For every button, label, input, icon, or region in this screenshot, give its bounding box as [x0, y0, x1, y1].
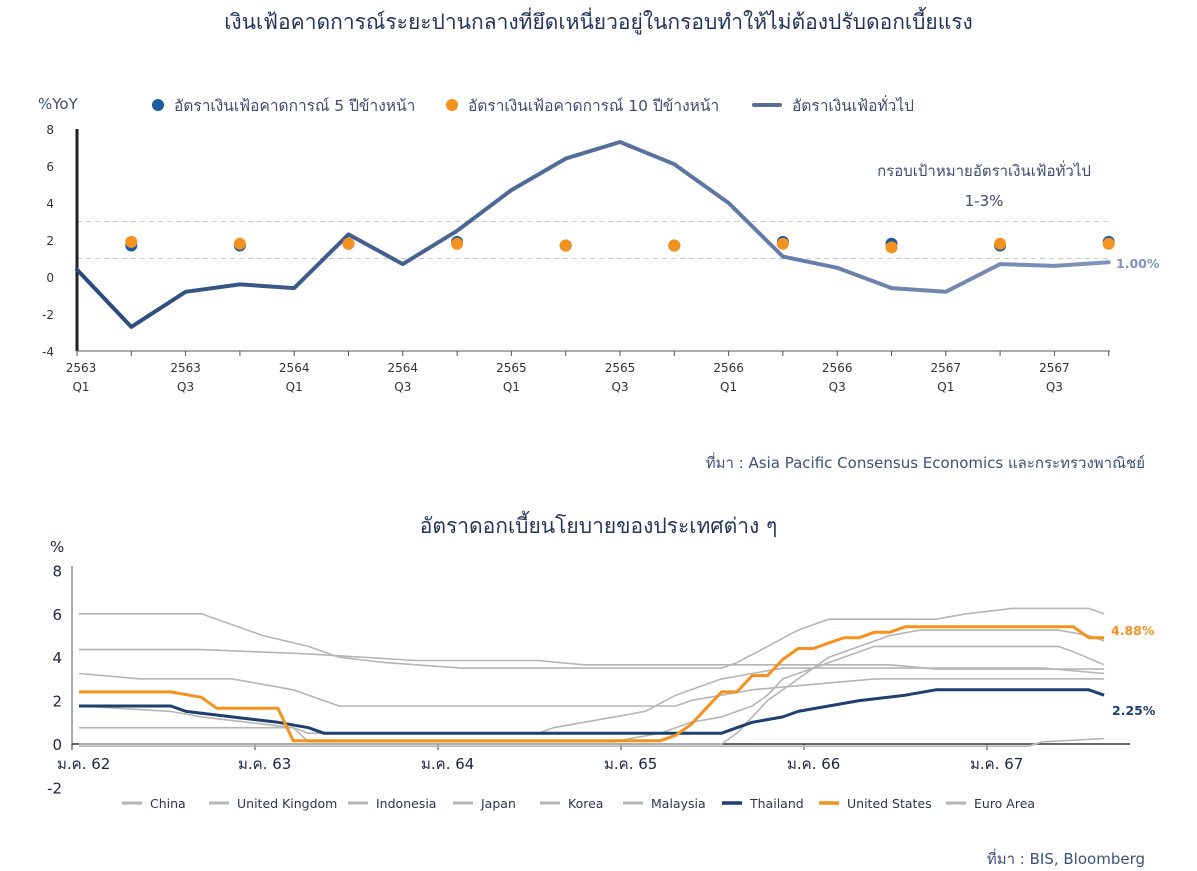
chart1-inflation: %YoY อัตราเงินเฟ้อคาดการณ์ 5 ปีข้างหน้า …: [38, 95, 1160, 394]
chart1-x-tick-quarter: Q1: [720, 380, 737, 394]
chart2-y-tick-label: 0: [52, 736, 62, 754]
legend-label-china: China: [150, 796, 186, 811]
chart1-x-tick-quarter: Q1: [286, 380, 303, 394]
ten-year-expectation-point: [885, 241, 898, 254]
chart1-x-tick-quarter: Q3: [1046, 380, 1063, 394]
chart2-y-tick-label: 4: [52, 649, 62, 667]
legend-label-united-kingdom: United Kingdom: [237, 796, 337, 811]
chart1-y-tick-label: -2: [42, 308, 54, 322]
chart1-x-tick-quarter: Q3: [177, 380, 194, 394]
ten-year-expectation-point: [1102, 237, 1115, 250]
chart1-legend: อัตราเงินเฟ้อคาดการณ์ 5 ปีข้างหน้า อัตรา…: [152, 95, 914, 115]
ten-year-expectation-point: [233, 237, 246, 250]
series-line-united-states: [79, 625, 1105, 743]
chart1-x-tick-year: 2566: [713, 361, 744, 375]
series-line-indonesia: [79, 607, 1105, 669]
chart2-x-tick-label: ม.ค. 67: [970, 755, 1023, 773]
headline-end-label: 1.00%: [1116, 256, 1160, 271]
series-line-korea: [78, 667, 1105, 734]
chart1-ylabel: %YoY: [38, 95, 79, 113]
chart1-y-tick-label: 2: [46, 234, 54, 248]
chart1-x-tick-year: 2565: [605, 361, 636, 375]
chart2-x-tick-label: ม.ค. 66: [787, 755, 840, 773]
series-line-china: [79, 648, 1105, 670]
chart1-y-tick-label: 4: [46, 197, 54, 211]
ten-year-expectation-point: [451, 237, 464, 250]
chart1-x-tick-year: 2564: [388, 361, 419, 375]
legend-ten-year-marker: [446, 99, 458, 111]
chart2-lines: [78, 607, 1105, 747]
legend-five-year-label: อัตราเงินเฟ้อคาดการณ์ 5 ปีข้างหน้า: [174, 97, 415, 115]
series-line-japan: [79, 737, 1105, 747]
chart1-x-tick-quarter: Q3: [394, 380, 411, 394]
chart2-ylabel: %: [50, 538, 64, 556]
legend-five-year-marker: [152, 99, 164, 111]
chart2-x-tick-label: ม.ค. 64: [421, 755, 474, 773]
chart2-legend: China United Kingdom Indonesia Japan Korea Ma…: [122, 796, 1035, 811]
chart1-x-tick-year: 2564: [279, 361, 310, 375]
chart1-y-ticks: 8 6 4 2 0 -2 -4: [42, 123, 54, 359]
legend-label-japan: Japan: [480, 796, 516, 811]
ten-year-expectation-point: [559, 239, 572, 252]
chart1-points: [125, 235, 1115, 254]
chart1-lines: [75, 140, 1111, 329]
chart1-title: เงินเฟ้อคาดการณ์ระยะปานกลางที่ยึดเหนี่ยว…: [224, 10, 973, 34]
legend-label-euro-area: Euro Area: [974, 796, 1035, 811]
series-line-malaysia: [78, 672, 1105, 707]
chart2-y-tick-label: 2: [52, 693, 62, 711]
chart1-x-tick-year: 2563: [170, 361, 201, 375]
legend-headline-label: อัตราเงินเฟ้อทั่วไป: [792, 95, 914, 115]
chart1-y-tick-label: 0: [46, 271, 54, 285]
chart1-x-tick-quarter: Q1: [503, 380, 520, 394]
chart2-y-tick-label: 8: [52, 562, 62, 580]
headline-inflation-line: [75, 140, 1111, 329]
legend-label-korea: Korea: [568, 796, 603, 811]
chart1-x-tick-quarter: Q1: [72, 380, 89, 394]
chart1-x-ticks: 2563 Q1 2563 Q3 2564 Q1 2564 Q3 2565 Q1 2565 Q3 2566…: [66, 361, 1070, 394]
chart1-y-tick-label: 8: [46, 123, 54, 137]
us-end-label: 4.88%: [1111, 623, 1155, 638]
chart2-source: ที่มา : BIS, Bloomberg: [986, 850, 1145, 868]
ten-year-expectation-point: [994, 237, 1007, 250]
chart2-y-tick-label: 6: [52, 606, 62, 624]
target-band-label-line1: กรอบเป้าหมายอัตราเงินเฟ้อทั่วไป: [877, 160, 1091, 180]
chart2-x-tick-label: ม.ค. 63: [238, 755, 291, 773]
chart1-x-tick-year: 2567: [931, 361, 962, 375]
chart1-x-tick-year: 2565: [496, 361, 527, 375]
legend-label-indonesia: Indonesia: [376, 796, 436, 811]
target-band-label-line2: 1-3%: [965, 192, 1004, 210]
chart2-y-tick-label: -2: [47, 779, 62, 797]
chart1-x-tick-year: 2563: [66, 361, 97, 375]
chart2-x-tick-label: ม.ค. 62: [57, 755, 110, 773]
chart1-y-tick-label: -4: [42, 345, 54, 359]
legend-label-malaysia: Malaysia: [651, 796, 706, 811]
ten-year-expectation-point: [668, 239, 681, 252]
chart2-x-ticks: ม.ค. 62 ม.ค. 63 ม.ค. 64 ม.ค. 65 ม.ค. 66 ม.ค. …: [57, 744, 1023, 773]
chart2-title: อัตราดอกเบี้ยนโยบายของประเทศต่าง ๆ: [419, 514, 778, 538]
chart2-y-ticks: 8 6 4 2 0 -2: [47, 562, 1130, 797]
series-line-euro-area: [79, 645, 1105, 745]
ten-year-expectation-point: [342, 237, 355, 250]
chart1-x-tick-year: 2566: [822, 361, 853, 375]
legend-label-thailand: Thailand: [749, 796, 804, 811]
legend-ten-year-label: อัตราเงินเฟ้อคาดการณ์ 10 ปีข้างหน้า: [468, 97, 719, 115]
series-line-thailand: [79, 688, 1105, 735]
chart1-x-tick-quarter: Q1: [937, 380, 954, 394]
chart1-x-tick-quarter: Q3: [611, 380, 628, 394]
chart1-x-tick-year: 2567: [1039, 361, 1070, 375]
ten-year-expectation-point: [125, 235, 138, 248]
chart1-source: ที่มา : Asia Pacific Consensus Economics…: [705, 454, 1145, 472]
legend-label-united-states: United States: [847, 796, 932, 811]
ten-year-expectation-point: [776, 237, 789, 250]
chart1-grid: [75, 129, 1110, 356]
thailand-end-label: 2.25%: [1112, 703, 1156, 718]
chart1-y-tick-label: 6: [46, 160, 54, 174]
chart2-x-tick-label: ม.ค. 65: [604, 755, 657, 773]
chart1-x-tick-quarter: Q3: [829, 380, 846, 394]
